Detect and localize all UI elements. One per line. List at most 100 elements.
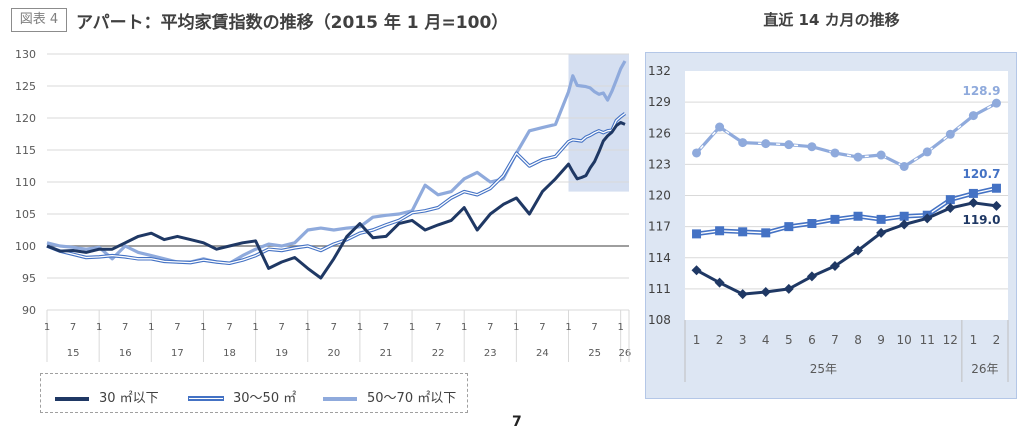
y-tick-label: 90 <box>22 304 36 317</box>
x-month-label: 7 <box>383 322 389 333</box>
legend-swatch <box>323 396 357 401</box>
x-month-label: 8 <box>854 333 862 347</box>
legend-swatch <box>188 396 224 401</box>
y-tick-label: 105 <box>15 208 36 221</box>
end-value-label: 128.9 <box>962 84 1000 98</box>
y-tick-label: 95 <box>22 272 36 285</box>
right-series-2-gaps <box>696 102 997 168</box>
data-point-diamond <box>968 197 979 208</box>
data-point-circle <box>899 161 909 171</box>
x-month-label: 1 <box>96 322 102 333</box>
x-month-label: 11 <box>920 333 935 347</box>
x-month-label: 1 <box>357 322 363 333</box>
data-point-diamond <box>737 289 748 300</box>
x-month-label: 2 <box>716 333 724 347</box>
x-month-label: 7 <box>591 322 597 333</box>
data-point-circle <box>968 111 978 121</box>
y-tick-label: 100 <box>15 240 36 253</box>
data-point-square <box>876 214 886 224</box>
x-month-label: 1 <box>200 322 206 333</box>
left-series-1-line-inner <box>46 112 626 264</box>
y-tick-label: 120 <box>15 112 36 125</box>
data-point-square <box>945 195 955 205</box>
y-tick-label: 130 <box>15 48 36 61</box>
y-tick-label: 108 <box>648 313 671 327</box>
x-month-label: 7 <box>831 333 839 347</box>
data-point-square <box>991 183 1001 193</box>
chart-title: アパート：平均家賃指数の推移（2015 年 1 月=100） <box>76 13 509 33</box>
data-point-diamond <box>783 283 794 294</box>
data-point-circle <box>807 142 817 152</box>
x-year-label: 16 <box>119 348 132 359</box>
x-month-label: 7 <box>278 322 284 333</box>
y-tick-label: 132 <box>648 64 671 78</box>
y-tick-label: 129 <box>648 95 671 109</box>
left-series-0-line <box>46 121 626 280</box>
data-point-circle <box>692 148 702 158</box>
left-series-1-line <box>46 112 627 266</box>
y-tick-label: 115 <box>15 144 36 157</box>
legend-label: 50～70 ㎡以下 <box>367 391 457 406</box>
x-year-label: 26年 <box>971 362 998 376</box>
x-month-label: 1 <box>148 322 154 333</box>
x-year-label: 15 <box>67 348 80 359</box>
data-point-circle <box>991 98 1001 108</box>
data-point-diamond <box>876 227 887 238</box>
right-chart-title: 直近 14 カ月の推移 <box>763 11 900 29</box>
x-year-label: 19 <box>275 348 288 359</box>
x-month-label: 1 <box>565 322 571 333</box>
data-point-square <box>692 229 702 239</box>
x-month-label: 7 <box>174 322 180 333</box>
y-tick-label: 114 <box>648 251 671 265</box>
data-point-square <box>807 219 817 229</box>
x-year-label: 22 <box>432 348 445 359</box>
x-month-label: 5 <box>785 333 793 347</box>
x-year-label: 18 <box>223 348 236 359</box>
y-tick-label: 123 <box>648 157 671 171</box>
x-month-label: 7 <box>331 322 337 333</box>
page-number: 7 <box>512 414 522 430</box>
data-point-square <box>853 211 863 221</box>
data-point-circle <box>761 139 771 149</box>
data-point-circle <box>715 122 725 132</box>
legend-item-30: 30 ㎡以下 <box>55 387 159 406</box>
figure-tag: 図表 4 <box>11 8 67 32</box>
data-point-circle <box>945 129 955 139</box>
y-tick-label: 111 <box>648 282 671 296</box>
data-point-diamond <box>922 213 933 224</box>
x-year-label: 20 <box>327 348 340 359</box>
data-point-circle <box>876 150 886 160</box>
data-point-diamond <box>691 265 702 276</box>
data-point-diamond <box>714 277 725 288</box>
x-month-label: 1 <box>44 322 50 333</box>
data-point-square <box>715 226 725 236</box>
data-point-square <box>899 211 909 221</box>
x-month-label: 7 <box>70 322 76 333</box>
legend: 30 ㎡以下 30～50 ㎡ 50～70 ㎡以下 <box>40 373 468 413</box>
x-month-label: 3 <box>739 333 747 347</box>
y-tick-label: 125 <box>15 80 36 93</box>
x-month-label: 9 <box>877 333 885 347</box>
data-point-diamond <box>760 286 771 297</box>
data-point-square <box>784 222 794 232</box>
data-point-diamond <box>829 261 840 272</box>
x-month-label: 2 <box>993 333 1001 347</box>
end-value-label: 119.0 <box>962 213 1000 227</box>
data-point-circle <box>784 140 794 150</box>
data-point-square <box>830 214 840 224</box>
x-month-label: 1 <box>513 322 519 333</box>
legend-swatch <box>55 396 89 401</box>
x-month-label: 1 <box>693 333 701 347</box>
data-point-circle <box>830 148 840 158</box>
y-tick-label: 117 <box>648 220 671 234</box>
x-year-label: 21 <box>380 348 393 359</box>
x-year-label: 17 <box>171 348 184 359</box>
data-point-circle <box>738 138 748 148</box>
x-month-label: 7 <box>435 322 441 333</box>
left-series-2-line <box>46 60 627 265</box>
x-month-label: 4 <box>762 333 770 347</box>
legend-item-30-50: 30～50 ㎡ <box>188 387 296 406</box>
legend-label: 30 ㎡以下 <box>99 391 159 406</box>
